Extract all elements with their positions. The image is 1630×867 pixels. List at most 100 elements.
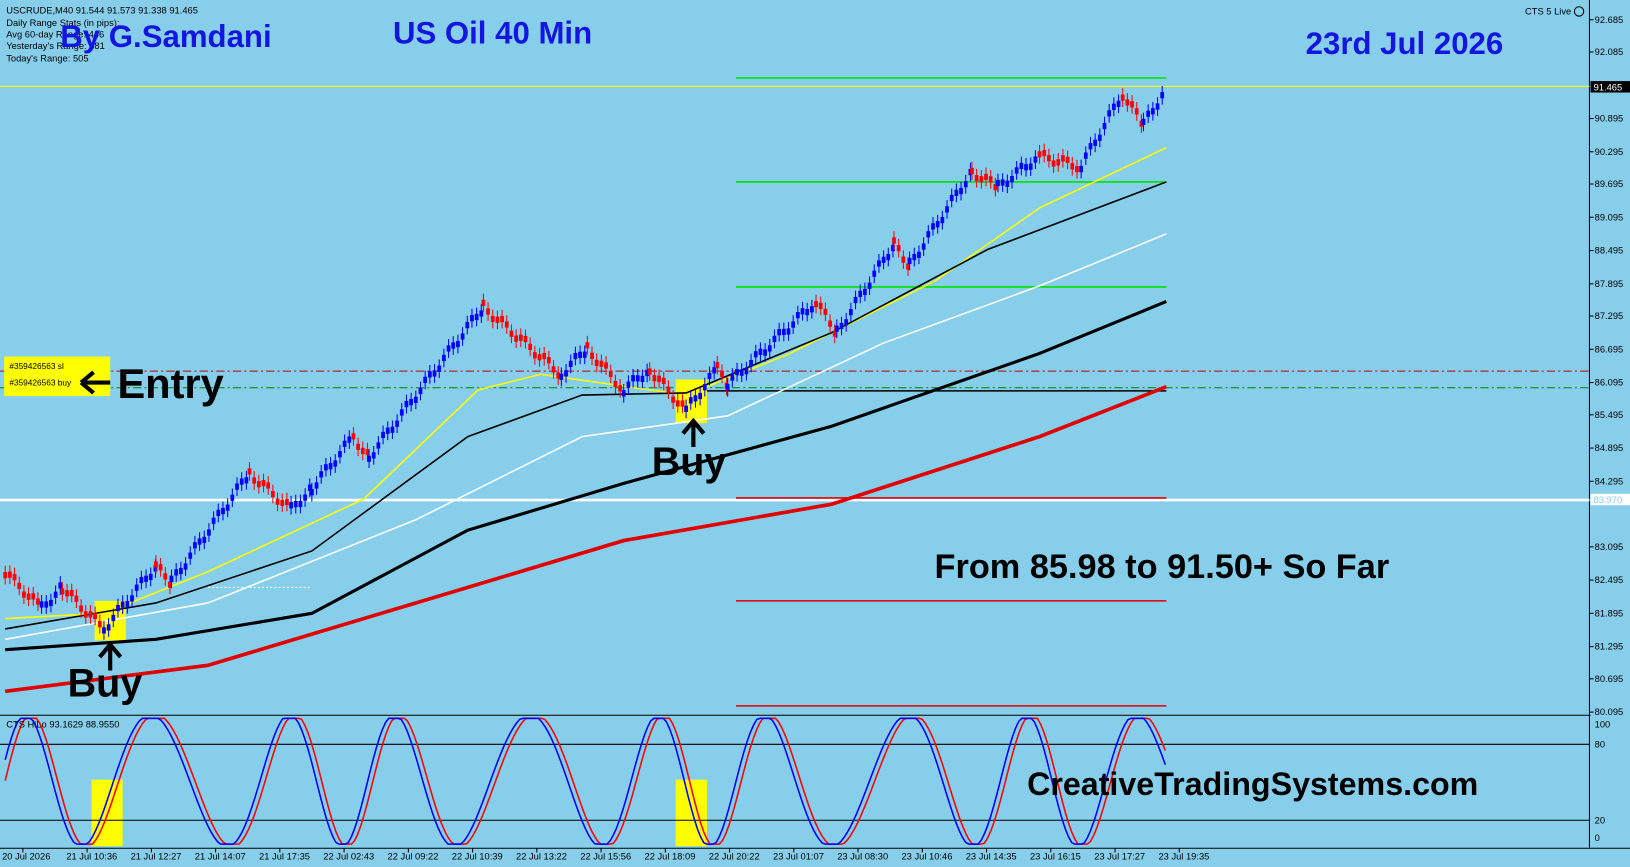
candle-body: [877, 260, 881, 267]
candle-body: [753, 351, 758, 358]
candle-body: [446, 345, 451, 352]
candle-body: [188, 552, 193, 559]
candle-body: [154, 561, 158, 568]
candle-body: [767, 345, 772, 352]
candle-body: [139, 576, 144, 584]
price-label: 86.095: [1595, 378, 1624, 388]
price-label: 87.895: [1595, 279, 1624, 289]
candle-body: [106, 624, 111, 631]
candle-body: [49, 599, 53, 607]
candle-body: [800, 308, 805, 315]
time-label: 20 Jul 2026: [2, 852, 50, 862]
candle-body: [772, 335, 777, 342]
candle-body: [626, 381, 631, 388]
osc-level-label: 80: [1595, 739, 1605, 749]
candle-body: [490, 315, 495, 323]
candle-body: [954, 189, 959, 197]
candle-body: [216, 509, 221, 517]
candles: [3, 85, 1165, 640]
candle-body: [758, 348, 763, 355]
candle-body: [791, 321, 796, 328]
time-label: 23 Jul 08:30: [837, 852, 888, 862]
candle-body: [551, 366, 556, 373]
author: By G.Samdani: [60, 19, 271, 54]
candle-body: [486, 308, 490, 315]
candle-body: [97, 620, 102, 628]
candle-body: [289, 502, 293, 509]
candle-body: [559, 373, 564, 380]
price-label: 82.495: [1595, 575, 1624, 585]
buy-label: Buy: [652, 440, 727, 484]
candle-body: [684, 405, 688, 412]
candle-body: [235, 483, 239, 490]
time-label: 23 Jul 01:07: [773, 852, 824, 862]
price-label: 85.495: [1595, 410, 1624, 420]
candle-body: [371, 452, 376, 459]
candle-body: [1134, 108, 1139, 115]
candle-body: [381, 431, 385, 439]
time-label: 21 Jul 14:07: [195, 852, 246, 862]
candle-body: [514, 335, 519, 342]
candle-body: [36, 598, 40, 605]
candle-body: [1107, 110, 1112, 117]
candle-body: [853, 296, 858, 304]
entry-arrow: [79, 370, 111, 395]
candle-body: [307, 484, 312, 491]
candle-body: [892, 237, 896, 244]
candle-body: [385, 427, 390, 434]
candle-body: [365, 448, 370, 456]
candle-body: [912, 253, 917, 261]
candle-body: [707, 372, 712, 380]
price-label: 81.895: [1595, 608, 1624, 618]
symbol-line: USCRUDE,M40 91.544 91.573 91.338 91.465: [6, 6, 198, 16]
moving-average: [5, 300, 1167, 652]
candle-body: [666, 386, 671, 393]
price-label: 83.095: [1595, 542, 1624, 552]
candle-body: [582, 351, 587, 358]
candle-body: [568, 360, 573, 367]
candle-body: [470, 315, 474, 322]
candle-body: [542, 353, 547, 360]
candle-body: [456, 340, 460, 348]
candle-body: [1141, 118, 1146, 126]
candle-body: [390, 426, 395, 433]
candle-body: [823, 308, 828, 315]
candle-body: [818, 302, 823, 309]
price-axis: 92.685 92.085 90.895 90.295 89.695 89.095 88.4…: [1589, 15, 1630, 843]
candle-body: [202, 536, 207, 544]
candle-body: [93, 612, 97, 620]
candle-body: [635, 375, 640, 382]
candle-body: [1010, 176, 1014, 183]
candle-body: [1130, 101, 1134, 108]
candle-body: [111, 614, 116, 622]
candle-body: [720, 370, 724, 377]
candle-body: [1005, 180, 1010, 187]
candle-body: [347, 436, 352, 443]
buy-label: Buy: [68, 662, 143, 706]
candle-body: [479, 310, 484, 317]
candle-body: [134, 584, 139, 591]
candle-body: [3, 571, 8, 579]
candle-body: [1024, 164, 1028, 171]
time-label: 22 Jul 09:22: [388, 852, 439, 862]
candle-body: [31, 593, 36, 600]
candle-body: [872, 270, 877, 277]
candle-body: [945, 206, 949, 213]
candle-body: [309, 489, 314, 496]
candle-body: [867, 282, 872, 289]
candle-body: [970, 167, 974, 175]
time-axis: 20 Jul 2026 21 Jul 10:36 21 Jul 12:27 21 Ju…: [2, 848, 1209, 862]
current-price-label: 91.465: [1594, 82, 1623, 92]
candle-body: [120, 601, 125, 608]
candle-body: [69, 589, 74, 597]
candle-body: [795, 312, 800, 319]
candle-body: [116, 604, 120, 612]
time-label: 21 Jul 12:27: [131, 852, 182, 862]
candle-body: [1019, 162, 1024, 170]
candle-body: [1093, 139, 1098, 146]
current-price-box: [1590, 81, 1630, 93]
entry-label: Entry: [117, 360, 223, 407]
price-label: 81.295: [1595, 642, 1624, 652]
candle-body: [230, 494, 235, 501]
candle-body: [1070, 163, 1075, 170]
